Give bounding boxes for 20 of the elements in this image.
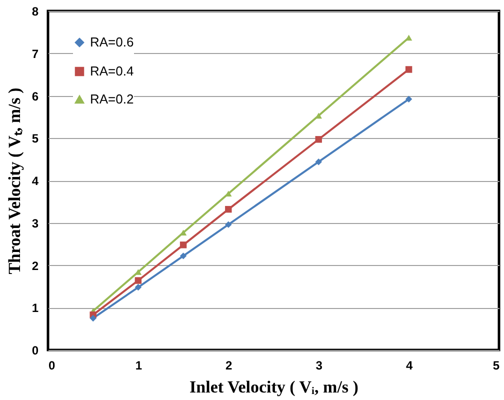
y-tick-label: 4: [32, 174, 39, 188]
x-tick-label: 3: [316, 358, 323, 372]
x-tick-label: 5: [492, 358, 500, 372]
y-tick-label: 7: [32, 46, 39, 61]
y-axis-title: Throat Velocity ( Vₜ, m/s ): [4, 88, 24, 274]
x-tick-label: 1: [135, 358, 142, 372]
y-tick-label: 8: [32, 4, 39, 18]
x-tick-label: 2: [226, 358, 233, 372]
y-tick-label: 5: [32, 132, 39, 146]
x-tick-label: 4: [406, 358, 413, 372]
y-tick-label: 0: [32, 344, 39, 358]
y-tick-label: 2: [32, 258, 39, 273]
legend-label: RA=0.4: [90, 64, 134, 78]
x-tick-label: 0: [48, 358, 56, 372]
y-tick-label: 1: [32, 301, 39, 316]
x-axis-title: Inlet Velocity ( Vᵢ, m/s ): [190, 378, 358, 396]
y-tick-label: 3: [32, 216, 39, 230]
legend-label: RA=0.2: [90, 92, 134, 106]
legend-label: RA=0.6: [90, 34, 134, 50]
y-tick-label: 6: [32, 89, 39, 104]
